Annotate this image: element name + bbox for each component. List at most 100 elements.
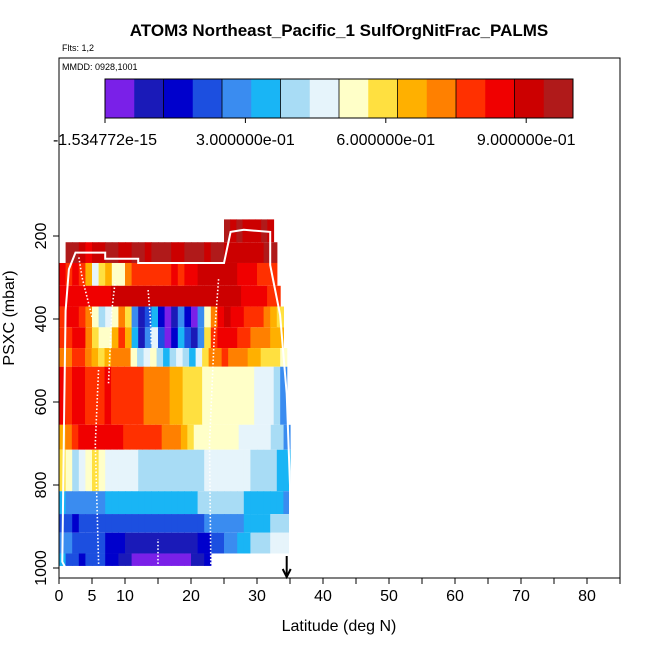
heatmap-cell	[224, 327, 232, 349]
colorbar-tick-label: 9.000000e-01	[477, 132, 576, 149]
heatmap-cell	[105, 532, 113, 554]
heatmap-cell	[270, 242, 278, 263]
flights-label: Flts: 1,2	[62, 43, 94, 53]
heatmap-cell	[105, 306, 113, 328]
colorbar-swatch	[426, 79, 457, 118]
heatmap-cell	[224, 219, 231, 243]
heatmap-cell	[129, 424, 137, 450]
heatmap-cell	[250, 327, 258, 349]
x-tick-label: 10	[116, 588, 134, 605]
heatmap-cell	[144, 327, 152, 349]
heatmap-cell	[138, 553, 146, 566]
heatmap-cell	[72, 262, 80, 286]
heatmap-cell	[118, 262, 126, 286]
heatmap-cell	[224, 262, 232, 286]
heatmap-cell	[250, 449, 258, 492]
heatmap-cell	[204, 449, 212, 492]
heatmap-cell	[171, 553, 179, 566]
heatmap-cell	[191, 242, 199, 263]
heatmap-cell	[204, 514, 212, 533]
heatmap-cell	[177, 553, 185, 566]
heatmap-cell	[243, 262, 251, 286]
heatmap-cell	[59, 306, 67, 328]
heatmap-cell	[232, 424, 240, 450]
heatmap-cell	[195, 285, 203, 307]
heatmap-cell	[155, 424, 163, 450]
heatmap-cell	[276, 449, 284, 492]
heatmap-cell	[104, 285, 112, 307]
heatmap-cell	[189, 366, 197, 425]
heatmap-cell	[204, 327, 212, 349]
heatmap-cell	[124, 366, 132, 425]
heatmap-cell	[224, 514, 232, 533]
heatmap-cell	[217, 306, 225, 328]
heatmap-cell	[171, 514, 179, 533]
y-tick-label: 1000	[33, 550, 50, 586]
heatmap-cell	[283, 491, 291, 515]
heatmap-cell	[98, 553, 106, 566]
y-axis: 200 400 600 800 1000	[33, 223, 59, 586]
heatmap-cell	[204, 553, 212, 566]
heatmap-cell	[243, 449, 251, 492]
heatmap-cell	[243, 532, 251, 554]
heatmap-cell	[219, 424, 227, 450]
heatmap-cell	[117, 285, 125, 307]
heatmap-cell	[270, 491, 278, 515]
heatmap-cell	[65, 449, 73, 492]
heatmap-cell	[163, 366, 171, 425]
flight-track-dotted	[107, 281, 116, 384]
x-tick-label: 0	[55, 588, 64, 605]
x-tick-label: 40	[314, 588, 332, 605]
heatmap-cell	[111, 514, 119, 533]
heatmap-cell	[210, 491, 218, 515]
heatmap-cell	[65, 327, 73, 349]
heatmap-cell	[243, 327, 251, 349]
heatmap-cell	[118, 532, 126, 554]
heatmap-cell	[257, 306, 265, 328]
heatmap-cell	[237, 491, 245, 515]
heatmap-cell	[138, 262, 146, 286]
heatmap-cell	[91, 348, 99, 367]
heatmap-cell	[228, 366, 236, 425]
heatmap-cell	[171, 327, 179, 349]
heatmap-cell	[215, 285, 223, 307]
heatmap-cell	[111, 306, 119, 328]
heatmap-cell	[72, 449, 80, 492]
heatmap-cell	[273, 366, 281, 425]
heatmap-cell	[124, 348, 132, 367]
heatmap-cell	[150, 366, 158, 425]
heatmap-cell	[270, 424, 278, 450]
heatmap-cell	[59, 262, 67, 286]
heatmap-cell	[117, 348, 125, 367]
heatmap-cell	[78, 262, 86, 286]
heatmap-cell	[267, 348, 275, 367]
heatmap-cell	[59, 366, 67, 425]
heatmap-cell	[250, 306, 258, 328]
heatmap-cell	[241, 348, 249, 367]
y-tick-label: 800	[33, 472, 50, 499]
heatmap-cell	[270, 514, 278, 533]
heatmap-cell	[91, 366, 99, 425]
heatmap-cell	[280, 366, 288, 425]
heatmap-cell	[195, 366, 203, 425]
heatmap-cell	[97, 424, 105, 450]
heatmap-cell	[78, 491, 86, 515]
heatmap-cell	[168, 424, 176, 450]
heatmap-cell	[243, 242, 251, 263]
heatmap-cell	[224, 532, 232, 554]
heatmap-cell	[78, 553, 86, 566]
heatmap-cell	[85, 348, 93, 367]
heatmap-cell	[257, 262, 265, 286]
heatmap-cell	[200, 424, 208, 450]
heatmap-cell	[85, 514, 93, 533]
colorbar-swatch	[105, 79, 135, 118]
heatmap-cell	[273, 348, 281, 367]
heatmap-cell	[138, 532, 146, 554]
flight-track-dotted	[208, 277, 220, 564]
heatmap-cell	[65, 285, 73, 307]
heatmap-cell	[158, 242, 166, 263]
heatmap-cell	[202, 285, 210, 307]
heatmap-cell	[171, 449, 179, 492]
heatmap-cell	[164, 491, 172, 515]
heatmap-cell	[230, 449, 238, 492]
